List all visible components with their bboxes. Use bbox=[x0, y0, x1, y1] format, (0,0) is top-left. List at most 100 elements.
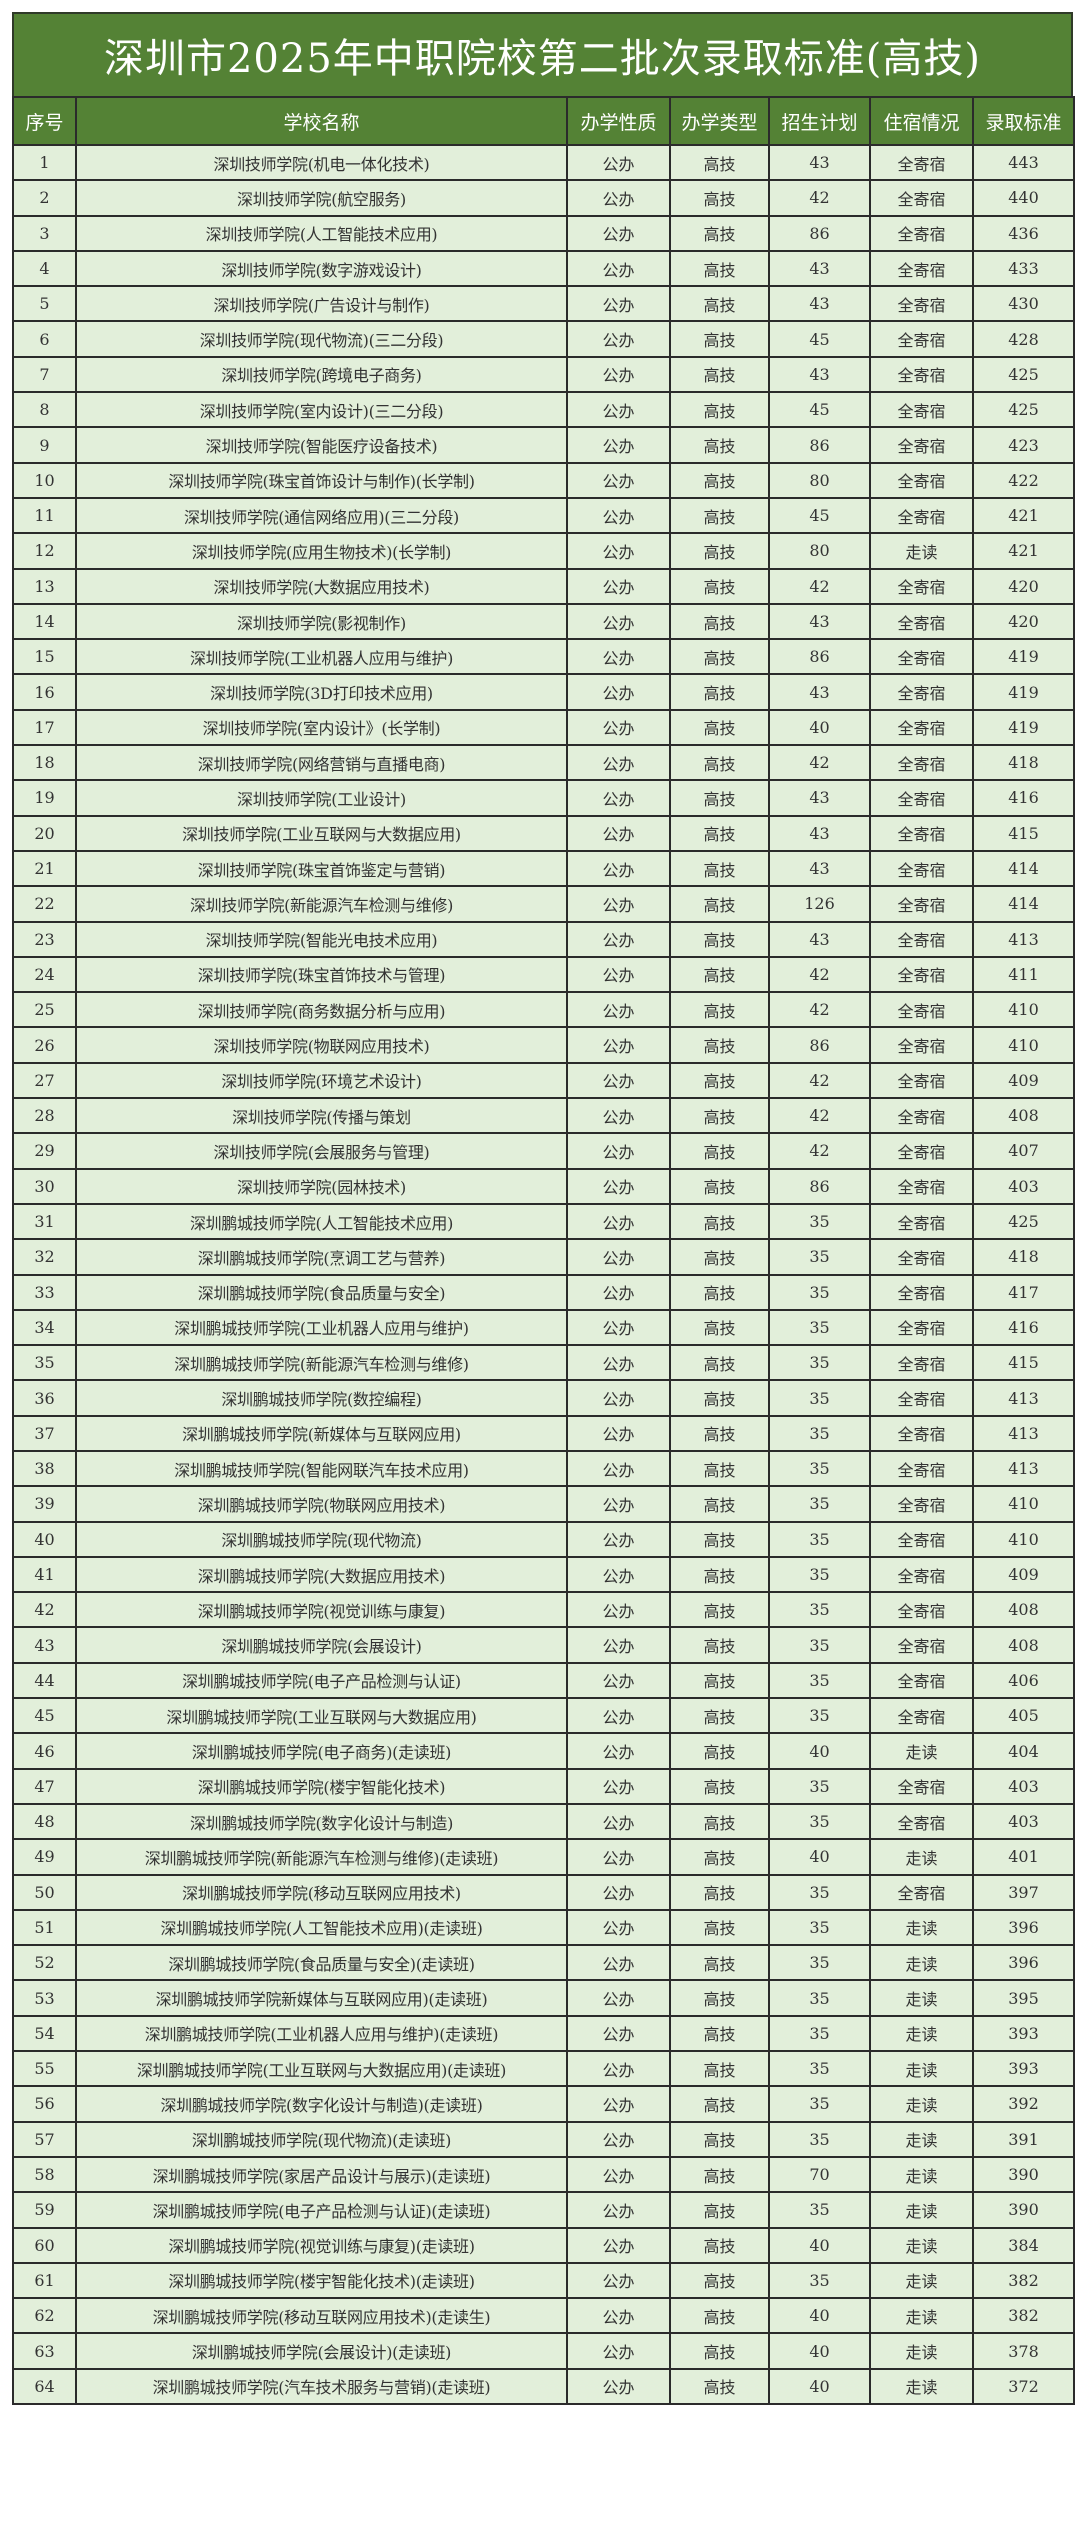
table-row: 34 深圳鹏城技师学院(工业机器人应用与维护) 公办 高技 35 全寄宿 416 bbox=[12, 1308, 1075, 1347]
cell-enrollment-plan: 45 bbox=[768, 320, 871, 358]
cell-school-name: 深圳技师学院(室内设计)(三二分段) bbox=[75, 391, 568, 429]
cell-school-name: 深圳技师学院(应用生物技术)(长学制) bbox=[75, 532, 568, 570]
cell-school-type: 高技 bbox=[669, 1344, 770, 1382]
table-row: 22 深圳技师学院(新能源汽车检测与维修) 公办 高技 126 全寄宿 414 bbox=[12, 885, 1075, 923]
cell-school-type: 高技 bbox=[669, 779, 770, 817]
cell-index: 25 bbox=[12, 991, 77, 1029]
cell-school-type: 高技 bbox=[669, 143, 770, 182]
table-row: 19 深圳技师学院(工业设计) 公办 高技 43 全寄宿 416 bbox=[12, 779, 1075, 817]
cell-admission-score: 419 bbox=[972, 673, 1075, 711]
cell-index: 2 bbox=[12, 179, 77, 217]
cell-index: 47 bbox=[12, 1767, 77, 1805]
cell-admission-score: 416 bbox=[972, 1308, 1075, 1347]
cell-school-type: 高技 bbox=[669, 885, 770, 923]
table-row: 18 深圳技师学院(网络营销与直播电商) 公办 高技 42 全寄宿 418 bbox=[12, 744, 1075, 782]
cell-enrollment-plan: 80 bbox=[768, 461, 871, 499]
cell-boarding: 全寄宿 bbox=[869, 1555, 974, 1594]
cell-school-type: 高技 bbox=[669, 1132, 770, 1170]
cell-index: 15 bbox=[12, 638, 77, 676]
cell-admission-score: 419 bbox=[972, 638, 1075, 676]
cell-school-type: 高技 bbox=[669, 991, 770, 1029]
cell-enrollment-plan: 40 bbox=[768, 1838, 871, 1876]
table-row: 12 深圳技师学院(应用生物技术)(长学制) 公办 高技 80 走读 421 bbox=[12, 532, 1075, 570]
cell-enrollment-plan: 35 bbox=[768, 1308, 871, 1347]
cell-school-name: 深圳鹏城技师学院(数控编程) bbox=[75, 1379, 568, 1417]
table-row: 28 深圳技师学院(传播与策划 公办 高技 42 全寄宿 408 bbox=[12, 1097, 1075, 1135]
cell-school-type: 高技 bbox=[669, 1555, 770, 1594]
cell-index: 20 bbox=[12, 814, 77, 852]
cell-ownership: 公办 bbox=[566, 2014, 671, 2053]
table-row: 56 深圳鹏城技师学院(数字化设计与制造)(走读班) 公办 高技 35 走读 392 bbox=[12, 2085, 1075, 2123]
cell-enrollment-plan: 45 bbox=[768, 496, 871, 535]
cell-ownership: 公办 bbox=[566, 2191, 671, 2229]
cell-boarding: 走读 bbox=[869, 2085, 974, 2123]
table-row: 31 深圳鹏城技师学院(人工智能技术应用) 公办 高技 35 全寄宿 425 bbox=[12, 1202, 1075, 1241]
cell-boarding: 全寄宿 bbox=[869, 1873, 974, 1911]
cell-school-type: 高技 bbox=[669, 285, 770, 323]
cell-enrollment-plan: 43 bbox=[768, 355, 871, 394]
table-row: 11 深圳技师学院(通信网络应用)(三二分段) 公办 高技 45 全寄宿 421 bbox=[12, 496, 1075, 535]
cell-boarding: 走读 bbox=[869, 2367, 974, 2406]
cell-boarding: 全寄宿 bbox=[869, 355, 974, 394]
table-row: 38 深圳鹏城技师学院(智能网联汽车技术应用) 公办 高技 35 全寄宿 413 bbox=[12, 1449, 1075, 1488]
cell-admission-score: 405 bbox=[972, 1697, 1075, 1735]
cell-index: 7 bbox=[12, 355, 77, 394]
cell-boarding: 走读 bbox=[869, 2050, 974, 2088]
cell-index: 64 bbox=[12, 2367, 77, 2406]
cell-admission-score: 410 bbox=[972, 1026, 1075, 1064]
column-header-school-type: 办学类型 bbox=[669, 96, 770, 146]
cell-school-name: 深圳鹏城技师学院(会展设计)(走读班) bbox=[75, 2332, 568, 2370]
cell-ownership: 公办 bbox=[566, 1908, 671, 1947]
cell-school-name: 深圳技师学院(跨境电子商务) bbox=[75, 355, 568, 394]
cell-ownership: 公办 bbox=[566, 1238, 671, 1276]
cell-index: 45 bbox=[12, 1697, 77, 1735]
cell-enrollment-plan: 35 bbox=[768, 1238, 871, 1276]
cell-ownership: 公办 bbox=[566, 602, 671, 641]
cell-school-type: 高技 bbox=[669, 461, 770, 499]
table-row: 61 深圳鹏城技师学院(楼宇智能化技术)(走读班) 公办 高技 35 走读 382 bbox=[12, 2261, 1075, 2300]
cell-admission-score: 408 bbox=[972, 1626, 1075, 1664]
table-row: 27 深圳技师学院(环境艺术设计) 公办 高技 42 全寄宿 409 bbox=[12, 1061, 1075, 1100]
cell-boarding: 全寄宿 bbox=[869, 1520, 974, 1558]
cell-ownership: 公办 bbox=[566, 779, 671, 817]
table-row: 20 深圳技师学院(工业互联网与大数据应用) 公办 高技 43 全寄宿 415 bbox=[12, 814, 1075, 852]
cell-school-name: 深圳鹏城技师学院(家居产品设计与展示)(走读班) bbox=[75, 2155, 568, 2194]
table-row: 59 深圳鹏城技师学院(电子产品检测与认证)(走读班) 公办 高技 35 走读 390 bbox=[12, 2191, 1075, 2229]
cell-index: 50 bbox=[12, 1873, 77, 1911]
cell-enrollment-plan: 40 bbox=[768, 2367, 871, 2406]
cell-school-name: 深圳鹏城技师学院(电子产品检测与认证)(走读班) bbox=[75, 2191, 568, 2229]
cell-school-type: 高技 bbox=[669, 1449, 770, 1488]
cell-school-name: 深圳技师学院(影视制作) bbox=[75, 602, 568, 641]
cell-ownership: 公办 bbox=[566, 744, 671, 782]
cell-admission-score: 423 bbox=[972, 426, 1075, 464]
cell-school-name: 深圳技师学院(工业设计) bbox=[75, 779, 568, 817]
cell-ownership: 公办 bbox=[566, 1132, 671, 1170]
cell-school-name: 深圳鹏城技师学院(新能源汽车检测与维修) bbox=[75, 1344, 568, 1382]
cell-school-type: 高技 bbox=[669, 849, 770, 888]
cell-school-type: 高技 bbox=[669, 567, 770, 605]
cell-boarding: 全寄宿 bbox=[869, 143, 974, 182]
cell-admission-score: 395 bbox=[972, 1979, 1075, 2017]
cell-school-name: 深圳鹏城技师学院(楼宇智能化技术)(走读班) bbox=[75, 2261, 568, 2300]
cell-ownership: 公办 bbox=[566, 249, 671, 288]
cell-boarding: 全寄宿 bbox=[869, 1485, 974, 1523]
cell-enrollment-plan: 86 bbox=[768, 1026, 871, 1064]
cell-school-name: 深圳技师学院(工业互联网与大数据应用) bbox=[75, 814, 568, 852]
cell-admission-score: 409 bbox=[972, 1061, 1075, 1100]
cell-boarding: 全寄宿 bbox=[869, 1591, 974, 1629]
cell-school-name: 深圳技师学院(珠宝首饰设计与制作)(长学制) bbox=[75, 461, 568, 499]
cell-index: 4 bbox=[12, 249, 77, 288]
table-row: 51 深圳鹏城技师学院(人工智能技术应用)(走读班) 公办 高技 35 走读 396 bbox=[12, 1908, 1075, 1947]
cell-index: 32 bbox=[12, 1238, 77, 1276]
cell-index: 3 bbox=[12, 214, 77, 252]
cell-index: 60 bbox=[12, 2226, 77, 2264]
cell-index: 18 bbox=[12, 744, 77, 782]
cell-admission-score: 397 bbox=[972, 1873, 1075, 1911]
cell-ownership: 公办 bbox=[566, 461, 671, 499]
cell-ownership: 公办 bbox=[566, 1767, 671, 1805]
cell-school-type: 高技 bbox=[669, 2191, 770, 2229]
cell-school-name: 深圳鹏城技师学院(会展设计) bbox=[75, 1626, 568, 1664]
cell-ownership: 公办 bbox=[566, 1308, 671, 1347]
cell-index: 23 bbox=[12, 920, 77, 958]
cell-enrollment-plan: 42 bbox=[768, 744, 871, 782]
